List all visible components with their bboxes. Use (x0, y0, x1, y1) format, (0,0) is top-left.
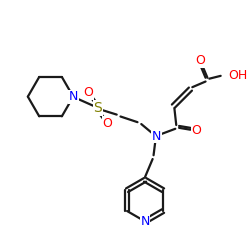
Text: OH: OH (228, 69, 248, 82)
Text: S: S (94, 101, 102, 115)
Text: N: N (68, 90, 78, 103)
Text: O: O (102, 116, 112, 130)
Text: O: O (84, 86, 93, 99)
Text: N: N (152, 130, 161, 143)
Text: O: O (191, 124, 201, 137)
Text: O: O (195, 54, 205, 67)
Text: N: N (140, 215, 150, 228)
